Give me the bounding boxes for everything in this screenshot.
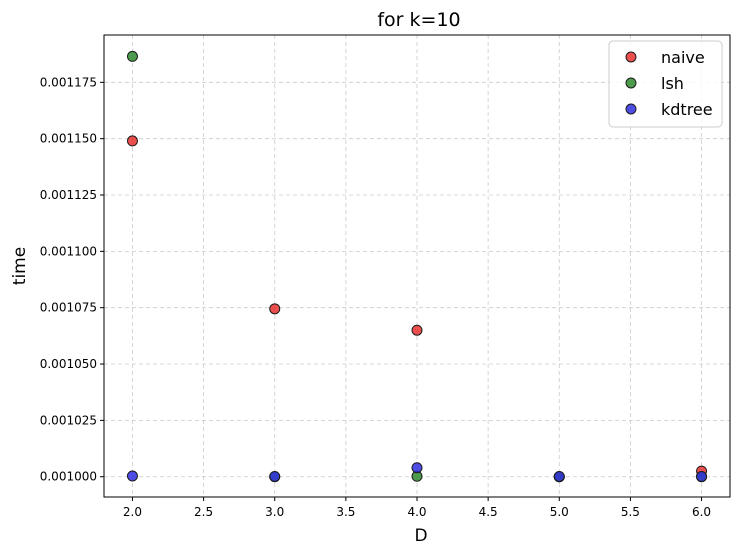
y-tick-label: 0.001150 [40,132,97,146]
legend-marker-lsh [625,77,637,89]
legend-label-kdtree: kdtree [661,100,713,119]
legend-box [608,40,723,128]
y-axis-label: time [10,247,30,285]
y-tick-label: 0.001175 [40,75,97,89]
x-tick-label: 4.0 [407,505,426,519]
legend-marker-naive [625,51,637,63]
point-kdtree [269,470,281,482]
x-tick-label: 3.0 [265,505,284,519]
point-naive [269,303,281,315]
point-kdtree [411,462,423,474]
y-tick-label: 0.001125 [40,188,97,202]
legend-label-naive: naive [661,48,705,67]
y-axis-ticks: 0.001000 0.001025 0.001050 0.001075 0.001100… [40,75,104,484]
point-kdtree [553,470,565,482]
y-tick-label: 0.001100 [40,244,97,258]
legend-marker-kdtree [625,103,637,115]
point-lsh [126,50,138,62]
x-axis-ticks: 2.0 2.5 3.0 3.5 4.0 4.5 5.0 5.5 6.0 [123,497,711,519]
legend-label-lsh: lsh [661,74,684,93]
x-tick-label: 5.5 [621,505,640,519]
point-kdtree [696,470,708,482]
x-tick-label: 5.0 [550,505,569,519]
point-kdtree [126,470,138,482]
y-tick-label: 0.001025 [40,413,97,427]
x-tick-label: 3.5 [336,505,355,519]
legend: naive lsh kdtree [608,40,723,128]
x-axis-label: D [414,526,427,546]
y-tick-label: 0.001075 [40,301,97,315]
chart-title: for k=10 [377,9,460,31]
y-tick-label: 0.001050 [40,357,97,371]
x-tick-label: 2.0 [123,505,142,519]
x-tick-label: 2.5 [194,505,213,519]
data-points [126,50,708,483]
x-tick-label: 6.0 [692,505,711,519]
x-tick-label: 4.5 [479,505,498,519]
point-naive [126,135,138,147]
point-naive [411,324,423,336]
y-tick-label: 0.001000 [40,470,97,484]
